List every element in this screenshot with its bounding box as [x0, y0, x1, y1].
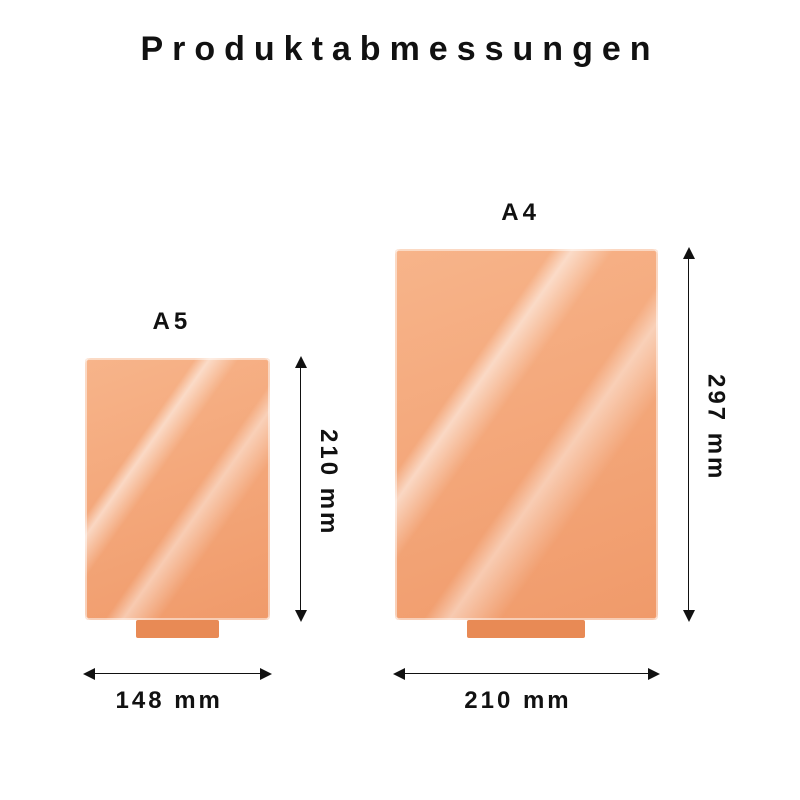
arrow-down-icon: [683, 610, 695, 622]
a5-width-line: [85, 673, 270, 674]
a4-height-label: 297 mm: [702, 374, 730, 481]
arrow-left-icon: [83, 668, 95, 680]
a4-panel: [395, 249, 658, 620]
arrow-up-icon: [295, 356, 307, 368]
a5-stand: [136, 620, 219, 638]
a4-width-label: 210 mm: [464, 687, 571, 715]
arrow-up-icon: [683, 247, 695, 259]
a5-height-line: [300, 358, 301, 621]
a5-panel: [85, 358, 270, 621]
arrow-left-icon: [393, 668, 405, 680]
a5-size-label: A5: [153, 308, 192, 336]
a4-stand: [467, 620, 585, 638]
a5-width-label: 148 mm: [116, 687, 223, 715]
arrow-right-icon: [260, 668, 272, 680]
a5-height-label: 210 mm: [314, 429, 342, 536]
a4-size-label: A4: [501, 199, 540, 227]
a4-height-line: [688, 249, 689, 620]
arrow-right-icon: [648, 668, 660, 680]
arrow-down-icon: [295, 610, 307, 622]
page-title: Produktabmessungen: [0, 30, 800, 69]
a4-width-line: [395, 673, 658, 674]
